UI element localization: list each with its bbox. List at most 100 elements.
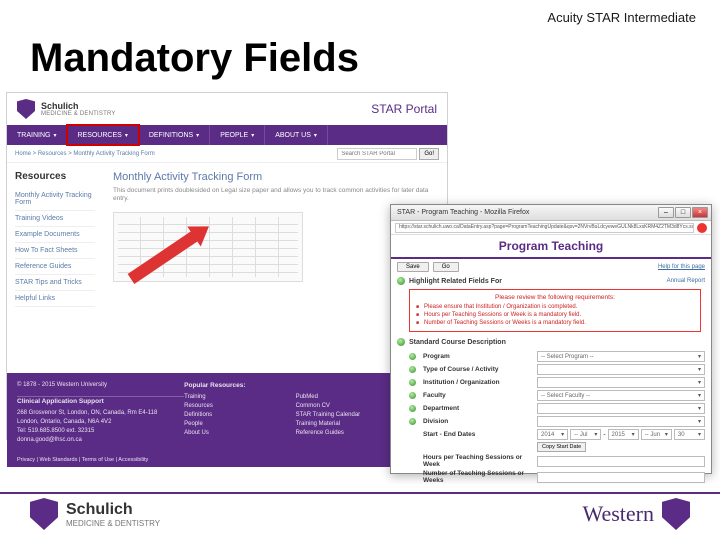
start-year-select[interactable]: 2014▾	[537, 429, 568, 440]
field-label: Hours per Teaching Sessions or Week	[423, 454, 533, 468]
field-label: Start - End Dates	[423, 431, 533, 438]
page-title: Monthly Activity Tracking Form	[113, 171, 437, 183]
footer-links-col1[interactable]: Training Resources Definitions People Ab…	[184, 393, 295, 438]
chevron-down-icon: ▾	[196, 132, 199, 139]
sidebar-link[interactable]: Reference Guides	[15, 259, 95, 275]
highlight-label: Highlight Related Fields For	[409, 278, 502, 285]
start-month-select[interactable]: -- Jul▾	[570, 429, 601, 440]
check-icon	[409, 418, 416, 425]
nav-people[interactable]: PEOPLE▾	[210, 125, 265, 145]
check-icon	[397, 277, 405, 285]
field-label: Faculty	[423, 392, 533, 399]
footer-legal[interactable]: Privacy | Web Standards | Terms of Use |…	[7, 453, 447, 467]
address-bar: https://star.schulich.uwo.ca/DataEntry.a…	[391, 221, 711, 235]
chevron-down-icon: ▾	[698, 405, 701, 412]
chevron-down-icon: ▾	[251, 132, 254, 139]
chevron-down-icon: ▾	[125, 132, 128, 139]
footer-copyright: © 1878 - 2015 Western University	[17, 381, 184, 390]
portal-name: STAR Portal	[371, 102, 437, 116]
course-label: Acuity STAR Intermediate	[547, 10, 696, 25]
chevron-down-icon: ▾	[698, 366, 701, 373]
chevron-down-icon: ▾	[53, 132, 56, 139]
popup-window: STAR - Program Teaching - Mozilla Firefo…	[390, 204, 712, 474]
go-button[interactable]: Go	[433, 262, 459, 272]
check-icon	[409, 379, 416, 386]
close-button[interactable]: ×	[692, 207, 708, 218]
check-icon	[409, 366, 416, 373]
end-month-select[interactable]: -- Jun▾	[641, 429, 672, 440]
check-icon	[409, 353, 416, 360]
department-select[interactable]: ▾	[537, 403, 705, 414]
save-button[interactable]: Save	[397, 262, 429, 272]
western-logo: Western	[582, 498, 690, 530]
division-select[interactable]: ▾	[537, 416, 705, 427]
activity-select[interactable]: ▾	[537, 364, 705, 375]
field-label: Type of Course / Activity	[423, 366, 533, 373]
validation-item: Hours per Teaching Sessions or Week is a…	[416, 312, 694, 320]
schulich-logo: Schulich MEDICINE & DENTISTRY	[30, 498, 160, 530]
sidebar-link[interactable]: Training Videos	[15, 211, 95, 227]
institution-select[interactable]: ▾	[537, 377, 705, 388]
field-label: Number of Teaching Sessions or Weeks	[423, 470, 533, 484]
footer-contact-body: 268 Grosvenor St, London, ON, Canada, Rm…	[17, 409, 184, 445]
breadcrumb[interactable]: Home > Resources > Monthly Activity Trac…	[15, 151, 155, 157]
brand-sub: MEDICINE & DENTISTRY	[41, 111, 116, 117]
field-label: Department	[423, 405, 533, 412]
sidebar-link[interactable]: How To Fact Sheets	[15, 243, 95, 259]
popup-heading: Program Teaching	[391, 235, 711, 259]
help-link[interactable]: Help for this page	[658, 264, 705, 270]
shield-icon	[30, 498, 58, 530]
schulich-shield-icon	[17, 99, 35, 119]
sidebar-heading: Resources	[15, 171, 95, 182]
stop-icon[interactable]	[697, 223, 707, 233]
annual-report-link[interactable]: Annual Report	[667, 278, 705, 284]
chevron-down-icon: ▾	[698, 392, 701, 399]
validation-item: Please ensure that Institution / Organiz…	[416, 304, 694, 312]
browser-header: Schulich MEDICINE & DENTISTRY STAR Porta…	[7, 93, 447, 125]
validation-item: Number of Teaching Sessions or Weeks is …	[416, 320, 694, 328]
chevron-down-icon: ▾	[698, 353, 701, 360]
field-label: Program	[423, 353, 533, 360]
nav-definitions[interactable]: DEFINITIONS▾	[139, 125, 210, 145]
maximize-button[interactable]: □	[675, 207, 691, 218]
copy-start-date-button[interactable]: Copy Start Date	[537, 442, 586, 452]
end-year-select[interactable]: 2015▾	[608, 429, 639, 440]
check-icon	[409, 405, 416, 412]
chevron-down-icon: ▾	[314, 132, 317, 139]
sidebar-link[interactable]: Helpful Links	[15, 291, 95, 307]
check-icon	[397, 338, 405, 346]
check-icon	[409, 392, 416, 399]
browser-window: Schulich MEDICINE & DENTISTRY STAR Porta…	[6, 92, 448, 440]
main-nav: TRAINING▾ RESOURCES▾ DEFINITIONS▾ PEOPLE…	[7, 125, 447, 145]
nav-about[interactable]: ABOUT US▾	[265, 125, 328, 145]
slide-footer: Schulich MEDICINE & DENTISTRY Western	[0, 484, 720, 540]
slide-title: Mandatory Fields	[30, 36, 359, 81]
nav-resources[interactable]: RESOURCES▾	[67, 125, 138, 145]
nav-training[interactable]: TRAINING▾	[7, 125, 67, 145]
sidebar-link[interactable]: Example Documents	[15, 227, 95, 243]
go-button[interactable]: Go!	[419, 148, 439, 160]
hours-input[interactable]	[537, 456, 705, 467]
url-field[interactable]: https://star.schulich.uwo.ca/DataEntry.a…	[395, 223, 694, 233]
sidebar-link[interactable]: STAR Tips and Tricks	[15, 275, 95, 291]
sessions-input[interactable]	[537, 472, 705, 483]
shield-icon	[662, 498, 690, 530]
sidebar: Resources Monthly Activity Tracking Form…	[7, 163, 103, 373]
field-label: Division	[423, 418, 533, 425]
form-grid: Program -- Select Program --▾ Type of Cou…	[391, 348, 711, 489]
brand-name: Schulich	[41, 102, 116, 111]
window-titlebar: STAR - Program Teaching - Mozilla Firefo…	[391, 205, 711, 221]
faculty-select[interactable]: -- Select Faculty --▾	[537, 390, 705, 401]
sidebar-link[interactable]: Monthly Activity Tracking Form	[15, 188, 95, 211]
section-heading: Standard Course Description	[409, 339, 506, 346]
chevron-down-icon: ▾	[698, 379, 701, 386]
search-input[interactable]	[337, 148, 417, 160]
program-select[interactable]: -- Select Program --▾	[537, 351, 705, 362]
minimize-button[interactable]: –	[658, 207, 674, 218]
field-label: Institution / Organization	[423, 379, 533, 386]
footer-contact-head: Clinical Application Support	[17, 397, 184, 407]
end-day-select[interactable]: 30▾	[674, 429, 705, 440]
site-footer: © 1878 - 2015 Western University Clinica…	[7, 373, 447, 453]
footer-resources-head: Popular Resources:	[184, 381, 295, 391]
validation-heading: Please review the following requirements…	[416, 294, 694, 301]
